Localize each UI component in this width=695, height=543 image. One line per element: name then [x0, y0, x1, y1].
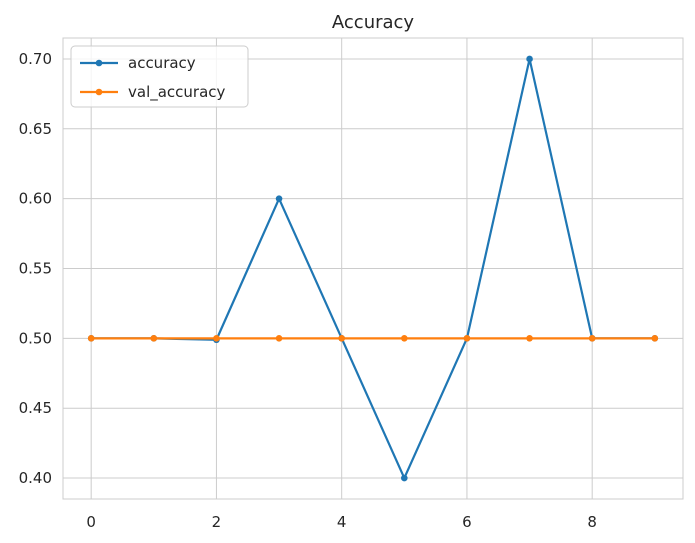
x-tick-label: 8	[587, 513, 597, 531]
x-tick-label: 6	[462, 513, 472, 531]
data-point	[526, 55, 533, 63]
series-layer	[87, 55, 659, 482]
data-point	[150, 335, 158, 342]
x-tick-label: 2	[212, 513, 222, 531]
data-point	[526, 335, 533, 342]
chart-title: Accuracy	[332, 12, 415, 33]
y-tick-label: 0.65	[19, 120, 52, 138]
data-point	[275, 335, 283, 342]
data-point	[338, 335, 345, 342]
legend: accuracy val_accuracy	[70, 45, 249, 108]
data-point	[401, 474, 408, 482]
legend-marker	[95, 59, 103, 67]
data-point	[463, 335, 471, 342]
data-point	[651, 335, 659, 342]
plot-frame	[62, 37, 684, 500]
y-tick-label: 0.50	[19, 329, 52, 347]
x-tick-label: 0	[86, 513, 96, 531]
data-point	[213, 335, 220, 342]
y-tick-label: 0.40	[19, 469, 52, 487]
data-point	[87, 335, 95, 342]
tick-labels: 0 2 4 6 8 0.40 0.45 0.50 0.55 0.60 0.65 0.70	[19, 50, 597, 531]
data-point	[275, 195, 283, 202]
y-tick-label: 0.60	[19, 190, 52, 208]
legend-label: accuracy	[128, 54, 196, 72]
data-point	[401, 335, 408, 342]
y-tick-label: 0.70	[19, 50, 52, 68]
data-point	[588, 335, 596, 342]
y-tick-label: 0.55	[19, 260, 52, 278]
x-tick-label: 4	[337, 513, 347, 531]
series-val-accuracy	[87, 335, 659, 342]
legend-marker	[95, 88, 103, 96]
legend-label: val_accuracy	[128, 83, 226, 102]
y-tick-label: 0.45	[19, 399, 52, 417]
